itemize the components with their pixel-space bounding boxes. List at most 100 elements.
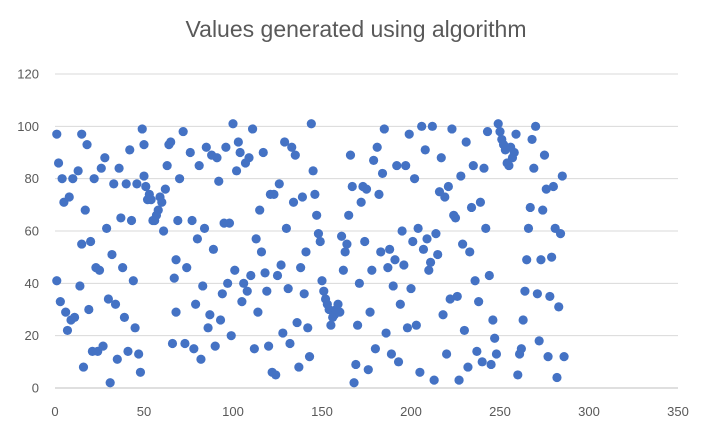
data-point (461, 137, 471, 147)
data-point (233, 137, 243, 147)
data-point (78, 362, 89, 372)
data-point (399, 260, 409, 270)
data-point (411, 320, 421, 330)
data-point (189, 344, 199, 354)
data-point (110, 299, 121, 309)
y-tick-label: 80 (25, 171, 39, 186)
data-point (251, 234, 261, 244)
data-point (468, 160, 478, 171)
data-point (208, 244, 219, 254)
data-point (77, 129, 87, 139)
data-point (276, 260, 286, 270)
data-point (388, 281, 398, 291)
data-point (534, 336, 544, 346)
data-point (425, 257, 436, 267)
data-point (415, 367, 425, 377)
data-point (288, 197, 299, 207)
data-point (214, 176, 224, 186)
y-axis: 0 20 40 60 80 100 120 (17, 67, 39, 396)
data-point (308, 166, 318, 176)
data-point (417, 121, 427, 131)
data-point (395, 299, 405, 309)
data-point (230, 265, 240, 275)
data-point (306, 119, 316, 129)
data-point (112, 354, 122, 364)
data-point (278, 328, 288, 338)
data-point (134, 349, 144, 359)
data-point (294, 362, 304, 372)
data-point (296, 263, 306, 273)
gridlines (55, 73, 678, 389)
data-point (520, 286, 530, 296)
data-point (342, 239, 352, 249)
data-point (401, 160, 411, 171)
data-point (160, 184, 170, 194)
data-point (260, 268, 270, 278)
data-point (466, 202, 477, 213)
data-point (205, 310, 215, 320)
data-point (420, 145, 430, 155)
data-point (116, 213, 126, 223)
data-point (527, 134, 537, 145)
data-point (390, 255, 400, 265)
data-point (175, 174, 185, 184)
data-point (361, 184, 372, 194)
data-point (114, 163, 124, 173)
data-point (146, 195, 156, 205)
data-point (377, 168, 388, 179)
y-tick-label: 60 (25, 224, 39, 239)
data-point (82, 140, 92, 150)
x-tick-label: 150 (311, 404, 333, 419)
data-point (258, 147, 268, 158)
data-point (125, 145, 135, 155)
data-point (212, 153, 222, 163)
x-tick-label: 250 (489, 404, 511, 419)
data-point (360, 236, 370, 247)
data-point (102, 223, 112, 233)
data-point (285, 338, 295, 349)
data-point (239, 278, 249, 288)
y-tick-label: 20 (25, 328, 39, 343)
data-point (433, 249, 443, 260)
data-point (141, 181, 151, 192)
data-point (490, 333, 500, 343)
data-point (89, 174, 99, 184)
x-tick-label: 300 (578, 404, 600, 419)
data-point (310, 189, 320, 199)
data-point (52, 129, 62, 139)
data-point (196, 354, 206, 364)
data-point (557, 171, 567, 181)
data-point (123, 346, 133, 356)
data-point (158, 226, 169, 236)
data-point (262, 286, 272, 296)
data-point (203, 323, 213, 333)
data-point (404, 129, 414, 139)
data-point (119, 312, 130, 322)
data-point (427, 121, 437, 131)
data-point (100, 153, 110, 163)
data-point (349, 378, 359, 388)
data-point (479, 163, 489, 173)
data-point (333, 299, 343, 309)
data-point (347, 181, 357, 192)
data-point (192, 234, 202, 244)
data-point (210, 341, 220, 351)
data-point (516, 344, 526, 354)
data-point (488, 315, 498, 325)
data-point (132, 179, 142, 189)
data-point (522, 255, 532, 265)
data-point (130, 323, 140, 333)
data-point (198, 281, 208, 291)
data-point (283, 283, 293, 294)
data-point (482, 126, 493, 137)
data-point (199, 223, 210, 233)
data-point (128, 276, 138, 286)
data-point (408, 236, 418, 247)
data-point (246, 270, 256, 281)
data-point (363, 365, 373, 375)
data-point (249, 344, 259, 354)
data-point (518, 315, 528, 325)
data-point (356, 197, 366, 207)
data-point (62, 325, 73, 336)
data-point (264, 341, 274, 351)
